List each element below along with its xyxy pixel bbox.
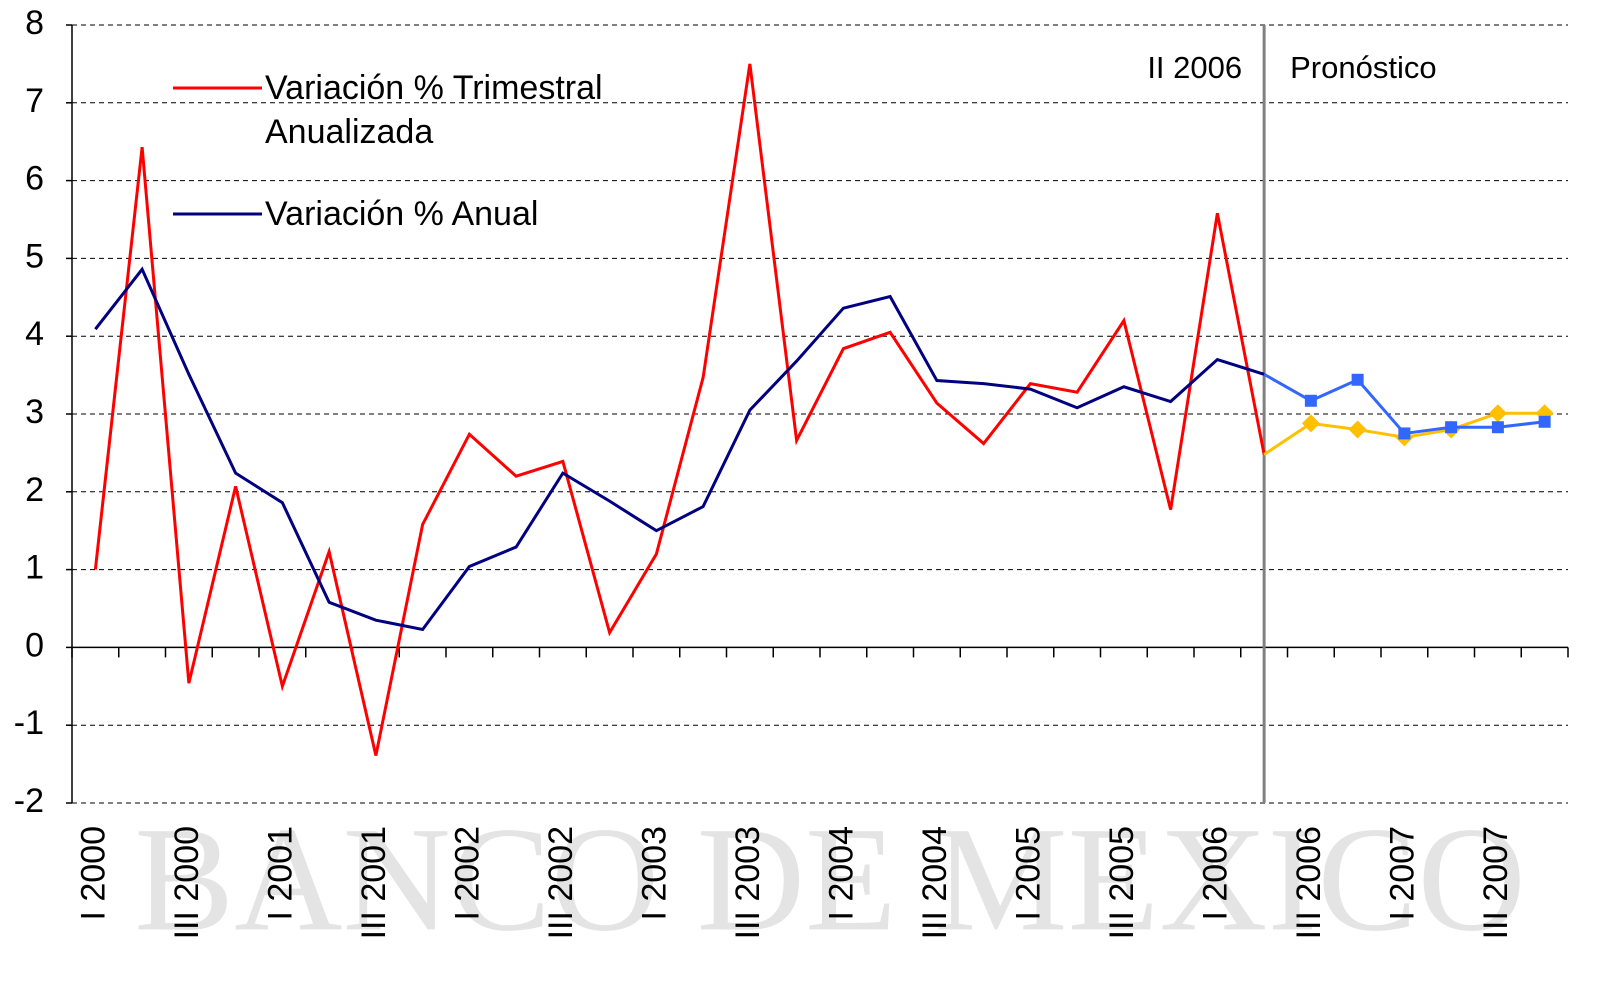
marker (1445, 421, 1458, 434)
series-line (93, 63, 1266, 756)
x-tick-label: III 2002 (542, 826, 580, 939)
divider-label: Pronóstico (1290, 50, 1436, 85)
x-tick-label: III 2000 (168, 826, 206, 939)
x-tick-label: I 2007 (1383, 826, 1421, 921)
marker (1491, 421, 1504, 434)
divider-label: II 2006 (1147, 50, 1242, 85)
x-tick-label: I 2006 (1196, 826, 1234, 921)
x-tick-label: III 2006 (1290, 826, 1328, 939)
x-tick-label: I 2001 (261, 826, 299, 921)
marker (1488, 404, 1507, 423)
y-tick-label: 1 (25, 549, 44, 587)
x-tick-label: I 2003 (635, 826, 673, 921)
marker (1538, 415, 1551, 428)
x-tick-label: I 2004 (822, 826, 860, 921)
legend-label: Variación % Anual (265, 195, 539, 233)
y-tick-label: 6 (25, 160, 44, 198)
x-tick-label: III 2001 (355, 826, 393, 939)
y-tick-label: 0 (25, 626, 44, 664)
marker (1348, 420, 1367, 439)
y-tick-label: -2 (14, 782, 44, 820)
watermark: BANCO DE MEXICO (134, 796, 1526, 962)
series-line (94, 266, 1265, 632)
x-tick-label: III 2003 (729, 826, 767, 939)
x-tick-label: III 2005 (1103, 826, 1141, 939)
x-tick-label: I 2005 (1009, 826, 1047, 921)
x-tick-label: I 2002 (448, 826, 486, 921)
marker (1351, 373, 1364, 386)
y-tick-label: 8 (25, 4, 44, 42)
x-tick-label: III 2004 (916, 826, 954, 939)
forecast-connector (1263, 422, 1312, 456)
y-tick-label: 7 (25, 82, 44, 120)
y-tick-label: 3 (25, 393, 44, 431)
forecast-connector (1263, 373, 1312, 403)
y-tick-label: 5 (25, 237, 44, 275)
x-tick-label: I 2000 (74, 826, 112, 921)
legend-label: Variación % Trimestral Anualizada (265, 69, 603, 151)
y-tick-label: 2 (25, 471, 44, 509)
series-line (1310, 377, 1545, 436)
y-tick-label: 4 (25, 315, 44, 353)
x-tick-label: III 2007 (1477, 826, 1515, 939)
y-tick-label: -1 (14, 704, 44, 742)
marker (1398, 427, 1411, 440)
